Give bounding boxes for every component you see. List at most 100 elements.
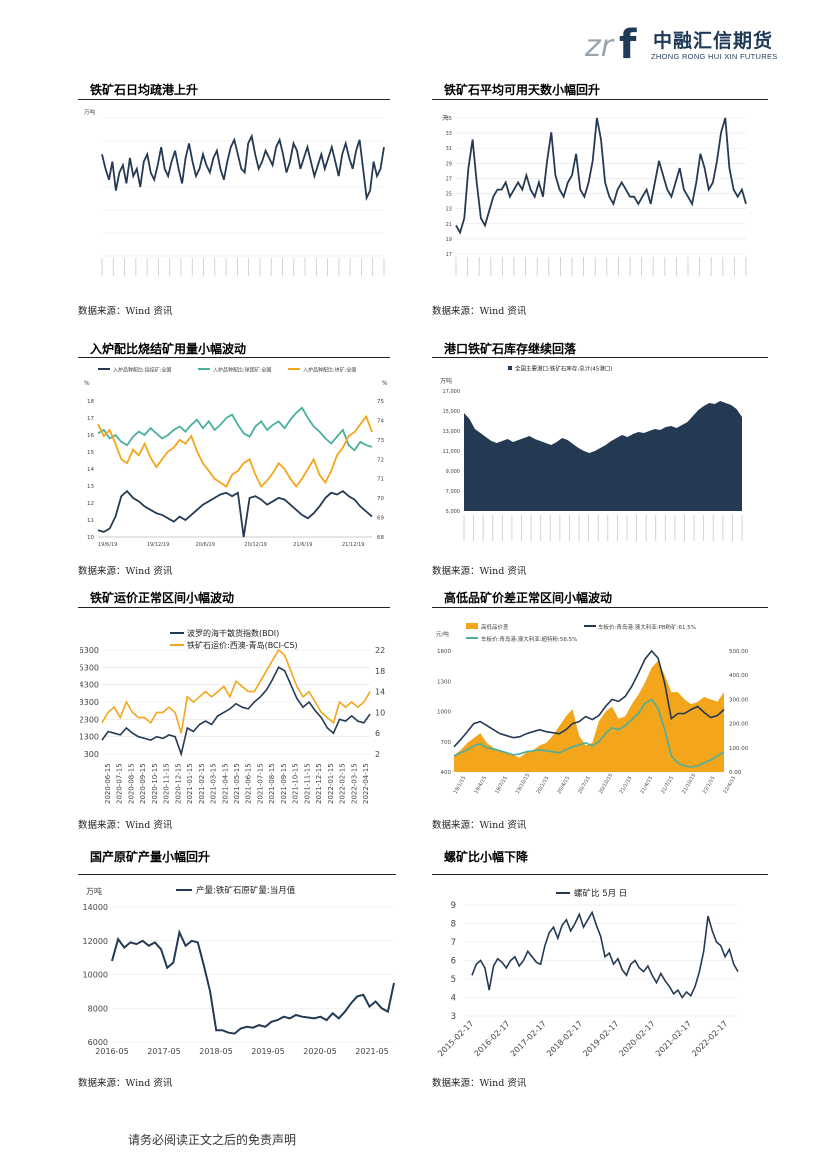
chart-svg: 元/吨 高低品价差 车板价:青岛港:澳大利亚:PB粉矿:61.5% 车板价:青岛港:澳…	[436, 623, 749, 795]
tick-label: 2020-02-17	[618, 1019, 657, 1058]
axis-unit-label: 万吨	[440, 377, 452, 385]
tick-label: 70	[377, 496, 384, 502]
tick-label: 2021-11-15	[303, 763, 311, 804]
axis-unit-label: %	[84, 380, 90, 387]
title-divider	[78, 357, 390, 358]
tick-label: 2021-05-15	[233, 763, 241, 804]
tick-label: 300	[84, 750, 99, 759]
tick-label: 2020-11-15	[163, 763, 171, 804]
series-line	[455, 117, 747, 235]
tick-label: 19/4/15	[473, 775, 488, 795]
legend-label: 入炉品种配比:球团矿:全国	[213, 367, 271, 374]
legend-label: 车板价:青岛港:澳大利亚:超特粉:56.5%	[481, 635, 577, 643]
tick-label: 9,000	[446, 469, 460, 475]
tick-label: 1300	[437, 679, 451, 685]
axis-unit-label: 万吨	[84, 108, 96, 116]
panel-title: 铁矿石日均疏港上升	[90, 83, 199, 97]
source-note: 数据来源：Wind 资讯	[432, 566, 527, 577]
tick-label: 6300	[80, 646, 99, 655]
tick-label: 2020-05	[303, 1047, 336, 1056]
source-note: 数据来源：Wind 资讯	[78, 306, 173, 317]
title-divider	[78, 874, 396, 875]
tick-label: 300.00	[729, 697, 749, 703]
axis-unit-label: 元/吨	[436, 630, 449, 638]
panel-title: 铁矿石平均可用天数小幅回升	[444, 83, 601, 97]
tick-label: 23	[446, 207, 452, 213]
tick-label: 5,000	[446, 509, 460, 515]
tick-label: 21/1/15	[619, 775, 634, 795]
svg-text:zr: zr	[585, 29, 615, 64]
tick-label: 2021-08-15	[268, 763, 276, 804]
tick-label: 0.00	[729, 770, 742, 776]
tick-label: 9	[451, 901, 456, 911]
tick-label: 2021-04-15	[221, 763, 229, 804]
tick-label: 19/7/15	[494, 775, 509, 795]
series-area	[464, 401, 742, 511]
series-area	[454, 660, 724, 772]
tick-label: 35	[446, 116, 452, 122]
tick-label: 21/4/15	[639, 775, 654, 795]
tick-label: 14000	[83, 903, 108, 912]
tick-label: 2300	[80, 715, 99, 724]
source-note: 数据来源：Wind 资讯	[432, 820, 527, 831]
tick-label: 2021-06-15	[245, 763, 253, 804]
chart-svg: 天 17 19 21 23 25 27 29 31 33 35	[442, 115, 747, 276]
tick-label: 68	[377, 535, 384, 541]
legend-label: 高低品价差	[481, 623, 509, 631]
tick-label: 14	[87, 467, 94, 473]
legend-label: 全国主要港口:铁矿石库存:总计(45港口)	[515, 365, 613, 373]
tick-label: 2020-08-15	[127, 763, 135, 804]
series-line	[97, 406, 373, 452]
tick-label: 21/6/19	[293, 542, 312, 548]
tick-label: 1000	[437, 710, 451, 716]
tick-label: 71	[377, 477, 384, 483]
chart-burden-ratio: 入炉品种配比:烧结矿:全国 入炉品种配比:球团矿:全国 入炉品种配比:块矿:全国%%…	[80, 361, 392, 553]
chart-available-days: 天 17 19 21 23 25 27 29 31 33 35	[434, 108, 754, 286]
tick-label: 33	[446, 131, 452, 137]
panel-title: 高低品矿价差正常区间小幅波动	[444, 591, 613, 605]
tick-label: 21/7/15	[660, 775, 675, 795]
svg-text:f: f	[619, 22, 637, 64]
tick-label: 2021-02-17	[654, 1019, 693, 1058]
tick-label: 31	[446, 146, 452, 152]
tick-label: 11	[87, 518, 94, 524]
panel-title: 螺矿比小幅下降	[444, 850, 529, 864]
tick-label: 21/12/19	[342, 542, 364, 548]
tick-label: 17,000	[443, 389, 461, 395]
series-line	[453, 698, 725, 768]
tick-label: 19	[446, 237, 452, 243]
tick-label: 25	[446, 192, 452, 198]
legend-label: 波罗的海干散货指数(BDI)	[187, 628, 279, 638]
panel-title: 国产原矿产量小幅回升	[90, 850, 211, 864]
tick-label: 2022-02-15	[339, 763, 347, 804]
chart-svg: 万吨	[84, 108, 385, 276]
tick-label: 5300	[80, 663, 99, 672]
source-note: 数据来源：Wind 资讯	[78, 566, 173, 577]
tick-label: 400.00	[729, 673, 749, 679]
chart-svg: 全国主要港口:铁矿石库存:总计(45港口) 万吨 5,000 7,000 9,000 11…	[434, 361, 754, 553]
zrf-logo-icon: zr f	[585, 22, 637, 64]
legend-label: 铁矿石运价:西澳-青岛(BCI-C5)	[187, 640, 298, 650]
tick-label: 18	[375, 667, 385, 676]
legend-swatch	[466, 623, 478, 629]
tick-label: 13	[87, 484, 94, 490]
tick-label: 1300	[80, 733, 99, 742]
tick-label: 8000	[88, 1004, 108, 1013]
tick-label: 20/12/19	[244, 542, 266, 548]
tick-label: 2020-10-15	[151, 763, 159, 804]
tick-label: 2016-05	[95, 1047, 128, 1056]
tick-label: 8	[451, 920, 456, 930]
tick-label: 5	[451, 975, 456, 985]
tick-label: 1600	[437, 649, 451, 655]
tick-label: 4300	[80, 681, 99, 690]
tick-label: 73	[377, 438, 384, 444]
tick-label: 11,000	[443, 449, 461, 455]
series-line	[101, 133, 385, 202]
tick-label: 2018-05	[199, 1047, 232, 1056]
tick-label: 2017-02-17	[509, 1019, 548, 1058]
title-divider	[78, 99, 390, 100]
series-line	[101, 648, 371, 734]
axis-unit-label: 万吨	[86, 886, 102, 896]
tick-label: 72	[377, 457, 384, 463]
tick-label: 2021-03-15	[210, 763, 218, 804]
